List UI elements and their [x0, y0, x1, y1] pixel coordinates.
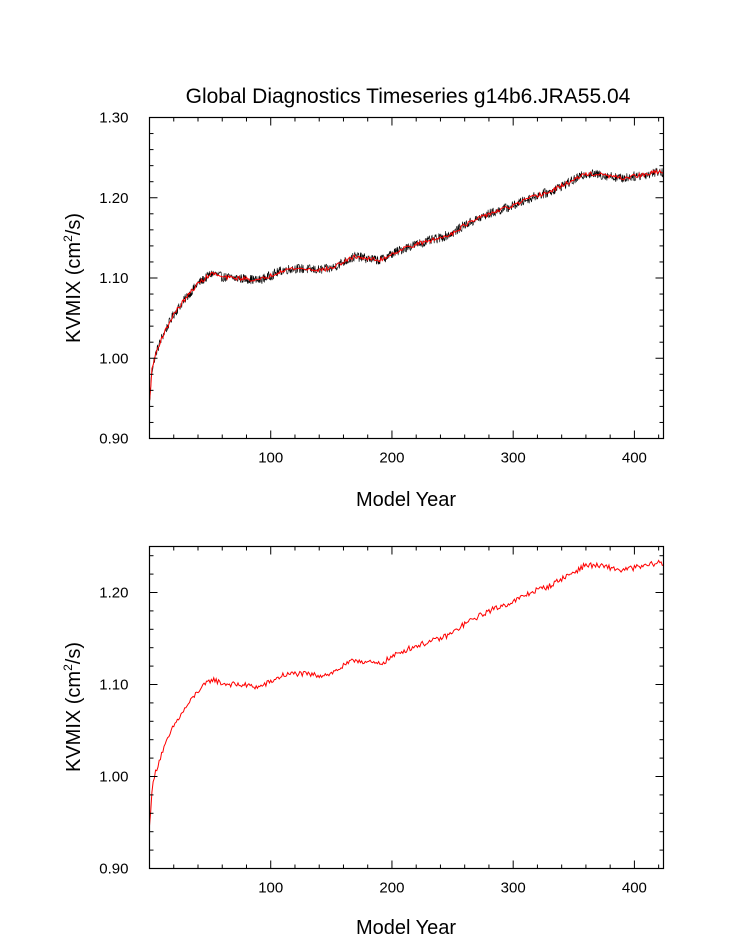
bottom-x-tick-label: 300	[501, 880, 526, 897]
bottom-x-tick-label: 400	[622, 880, 647, 897]
bottom-x-axis-label: Model Year	[356, 917, 456, 939]
bottom-x-tick-label: 100	[258, 880, 283, 897]
top-y-label-sup: 2	[61, 235, 75, 242]
top-y-axis-label: KVMIX (cm2/s)	[61, 213, 85, 343]
top-y-tick-label: 1.30	[99, 110, 128, 127]
top-series-annual	[149, 167, 664, 401]
chart-title: Global Diagnostics Timeseries g14b6.JRA5…	[186, 85, 631, 108]
bottom-series-running-mean	[149, 559, 664, 826]
top-y-tick-label: 1.00	[99, 350, 128, 367]
bottom-y-label-prefix: KVMIX (cm	[63, 671, 85, 772]
bottom-ticks: 100 200 300 400 0.90 1.00 1.10 1.20	[99, 546, 664, 897]
top-y-tick-label: 0.90	[99, 431, 128, 448]
bottom-y-tick-label: 1.00	[99, 769, 128, 786]
top-x-tick-label: 400	[622, 450, 647, 467]
top-x-tick-label: 200	[379, 450, 404, 467]
top-x-tick-label: 100	[258, 450, 283, 467]
top-x-axis-label: Model Year	[356, 489, 456, 511]
bottom-y-label-suffix: /s)	[63, 642, 85, 664]
bottom-y-tick-label: 0.90	[99, 861, 128, 878]
bottom-y-tick-label: 1.10	[99, 677, 128, 694]
top-series-group	[149, 167, 664, 402]
bottom-y-label-sup: 2	[61, 664, 75, 671]
bottom-plot-frame	[148, 545, 665, 870]
top-series-running-mean	[149, 169, 664, 402]
top-y-tick-label: 1.10	[99, 270, 128, 287]
top-x-tick-label: 300	[501, 450, 526, 467]
top-y-label-suffix: /s)	[63, 213, 85, 235]
bottom-y-tick-label: 1.20	[99, 585, 128, 602]
top-y-tick-label: 1.20	[99, 190, 128, 207]
top-ticks: 100 200 300 400 0.90 1.00 1.10 1.20 1.30	[99, 110, 664, 467]
top-plot-frame	[148, 116, 665, 440]
top-y-label-prefix: KVMIX (cm	[63, 242, 85, 343]
bottom-x-tick-label: 200	[379, 880, 404, 897]
top-panel: Global Diagnostics Timeseries g14b6.JRA5…	[61, 85, 665, 511]
bottom-series-group	[149, 559, 664, 826]
bottom-y-axis-label: KVMIX (cm2/s)	[61, 642, 85, 772]
